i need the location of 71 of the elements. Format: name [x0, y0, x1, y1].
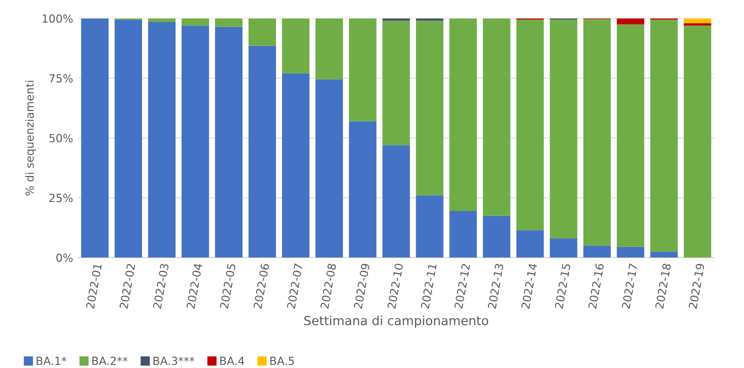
bar	[382, 18, 410, 21]
bar	[583, 19, 611, 246]
bar	[315, 79, 343, 258]
bar	[482, 216, 510, 258]
bar	[416, 18, 444, 21]
bar	[248, 46, 276, 258]
bar	[684, 18, 712, 24]
bar	[148, 22, 176, 258]
bar	[348, 121, 376, 258]
y-axis-title: % di sequenziamenti	[25, 80, 36, 196]
x-tick-label: 2022-16	[588, 263, 604, 309]
x-tick-label: 2022-14	[521, 263, 538, 309]
bar	[282, 18, 310, 74]
bar	[482, 18, 510, 216]
y-tick-label: 25%	[49, 194, 73, 202]
x-axis-title: Settimana di campionamento	[304, 316, 488, 328]
x-tick-label: 2022-11	[420, 264, 437, 309]
bar	[516, 20, 544, 230]
bar	[315, 18, 343, 80]
y-tick-label: 50%	[49, 134, 73, 142]
bar	[348, 18, 376, 122]
bar	[382, 20, 410, 146]
x-tick-label: 2022-09	[354, 263, 370, 309]
bar	[416, 195, 444, 258]
bar	[650, 20, 678, 252]
bar	[650, 252, 678, 258]
bar	[583, 246, 611, 258]
x-tick-label: 2022-15	[554, 263, 571, 309]
legend-label: BA.2**	[92, 356, 128, 365]
bar	[516, 230, 544, 258]
bar	[684, 23, 712, 26]
bar	[616, 18, 644, 24]
legend-label: BA.1*	[36, 356, 66, 365]
y-tick-label: 75%	[49, 74, 73, 83]
bar	[148, 18, 176, 22]
x-tick-label: 2022-12	[454, 264, 470, 309]
bar	[182, 26, 210, 258]
bar	[81, 18, 109, 258]
bar	[215, 18, 243, 27]
bar	[616, 246, 644, 258]
y-tick-label: 100%	[42, 14, 73, 23]
x-tick-label: 2022-02	[119, 264, 136, 309]
x-tick-label: 2022-10	[387, 263, 404, 309]
bar	[182, 18, 210, 26]
bar	[449, 18, 477, 211]
legend-label: BA.3***	[154, 356, 194, 366]
legend-label: BA.5	[270, 356, 294, 366]
x-tick-label: 2022-07	[286, 263, 303, 309]
bar	[550, 238, 578, 258]
bar	[416, 20, 444, 196]
bar	[114, 20, 142, 258]
x-tick-label: 2022-03	[152, 263, 169, 309]
bar	[215, 26, 243, 258]
x-tick-label: 2022-08	[320, 263, 336, 309]
x-tick-label: 2022-05	[220, 263, 236, 309]
x-tick-label: 2022-18	[655, 263, 672, 309]
x-tick-label: 2022-06	[253, 263, 270, 309]
bar	[616, 24, 644, 247]
x-tick-label: 2022-17	[622, 263, 638, 309]
bar	[248, 18, 276, 46]
bar	[550, 20, 578, 238]
x-tick-label: 2022-01	[86, 264, 102, 309]
bar	[382, 145, 410, 258]
legend-label: BA.4	[220, 356, 244, 365]
x-tick-label: 2022-13	[488, 263, 504, 309]
bar	[684, 26, 712, 258]
bar	[282, 73, 310, 258]
x-tick-label: 2022-19	[688, 263, 705, 309]
bar	[449, 210, 477, 258]
y-tick-label: 0%	[56, 254, 73, 262]
x-tick-label: 2022-04	[186, 263, 202, 309]
